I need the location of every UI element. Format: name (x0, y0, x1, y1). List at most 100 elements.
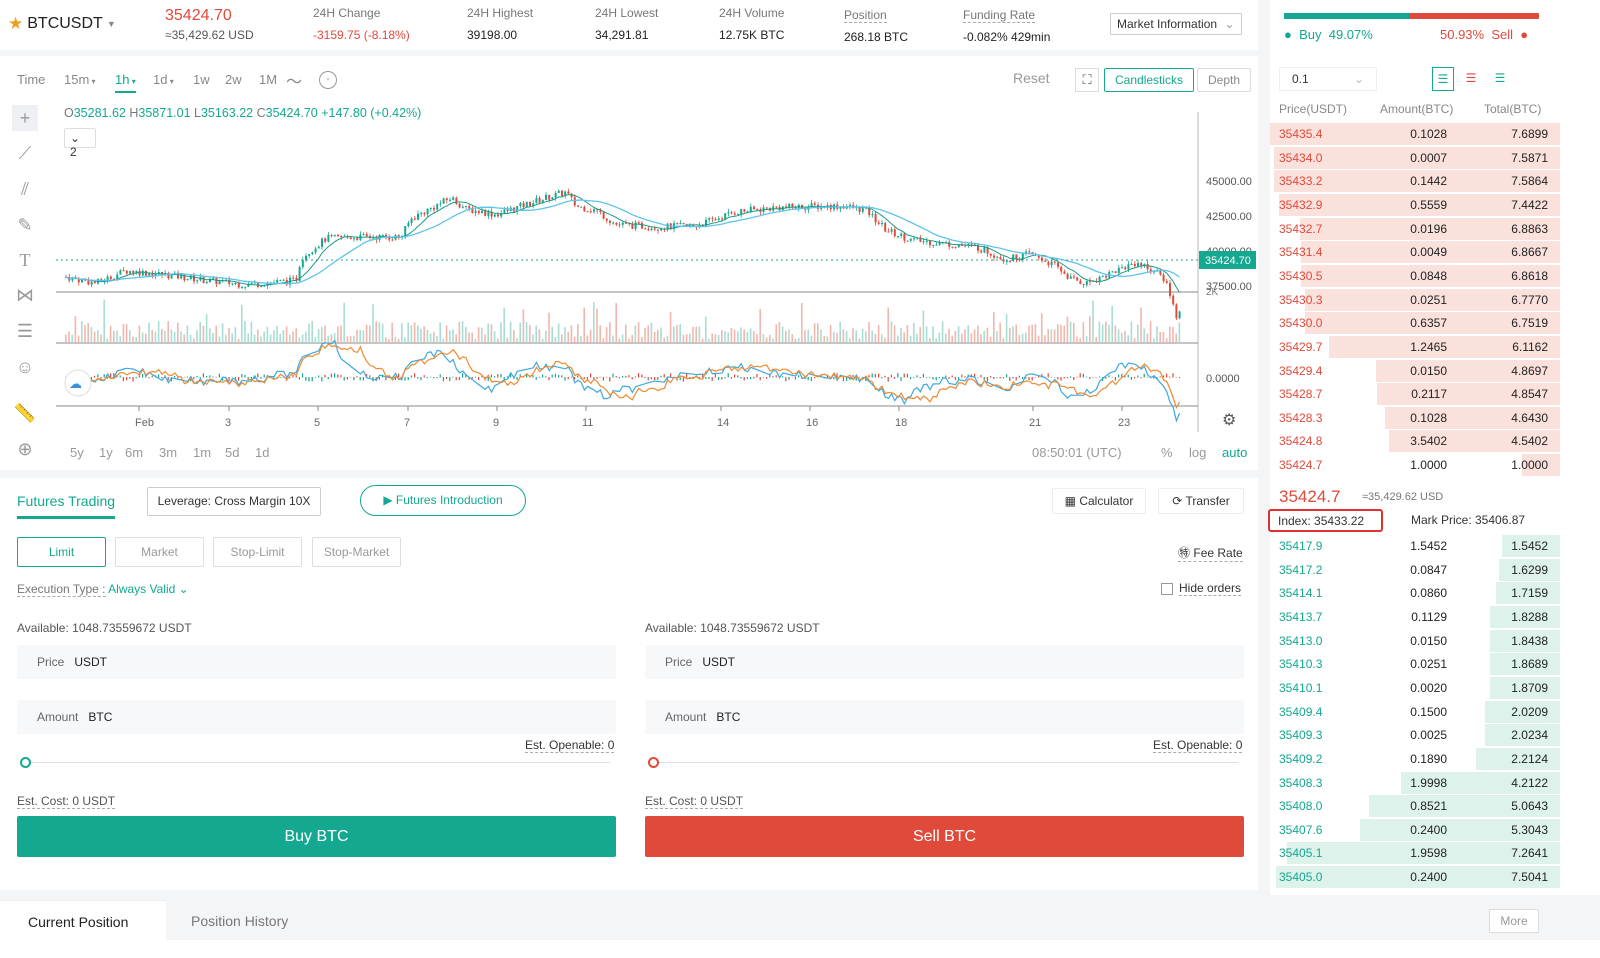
ask-row[interactable]: 35430.5 0.0848 6.8618 (1270, 264, 1560, 288)
futures-trading-tab[interactable]: Futures Trading (17, 493, 116, 519)
brush-icon[interactable]: ✎ (17, 215, 33, 235)
bid-row[interactable]: 35405.1 1.9598 7.2641 (1270, 841, 1560, 865)
tab-current-position[interactable]: Current Position (0, 900, 166, 940)
bid-row[interactable]: 35409.4 0.1500 2.0209 (1270, 700, 1560, 724)
sell-slider-handle[interactable] (648, 757, 659, 768)
line-chart-icon[interactable]: 〜 (286, 74, 303, 91)
zoom-in-icon[interactable]: ⊕ (17, 439, 33, 459)
transfer-button[interactable]: ⟳ Transfer (1158, 488, 1244, 514)
buy-slider-track[interactable] (25, 762, 610, 763)
bid-row[interactable]: 35409.2 0.1890 2.2124 (1270, 747, 1560, 771)
log-toggle[interactable]: log (1189, 445, 1207, 460)
ruler-icon[interactable]: 📏 (13, 403, 37, 423)
more-button[interactable]: More (1489, 909, 1539, 933)
sell-amount-input[interactable]: Amount BTC (645, 700, 1244, 734)
order-type-limit[interactable]: Limit (17, 537, 106, 567)
range-3m[interactable]: 3m (159, 445, 178, 460)
ask-row[interactable]: 35424.7 1.0000 1.0000 (1270, 453, 1560, 477)
bid-row[interactable]: 35408.0 0.8521 5.0643 (1270, 794, 1560, 818)
timeframe-1h[interactable]: 1h ▾ (115, 72, 136, 93)
bid-row[interactable]: 35407.6 0.2400 5.3043 (1270, 818, 1560, 842)
market-information-dropdown[interactable]: Market Information ⌄ (1110, 13, 1242, 35)
checkbox[interactable] (1161, 582, 1173, 595)
sell-btc-button[interactable]: Sell BTC (645, 816, 1244, 857)
crosshair-icon[interactable]: + (12, 105, 38, 131)
leverage-button[interactable]: Leverage: Cross Margin 10X (147, 487, 321, 516)
futures-intro-button[interactable]: ▶ Futures Introduction (360, 485, 526, 516)
order-type-market[interactable]: Market (115, 537, 204, 567)
buy-btc-button[interactable]: Buy BTC (17, 816, 616, 857)
fib-icon[interactable]: ⫽ (20, 179, 30, 199)
bid-row[interactable]: 35410.1 0.0020 1.8709 (1270, 676, 1560, 700)
book-asks-view-icon[interactable]: ☰ (1465, 71, 1477, 85)
timeframe-2w[interactable]: 2w (225, 72, 242, 87)
volume-bar (468, 332, 470, 343)
range-5y[interactable]: 5y (70, 445, 84, 460)
calculator-button[interactable]: ▦ Calculator (1052, 488, 1146, 514)
indicator-toggle[interactable]: ⌄ 2 (64, 128, 96, 159)
star-icon[interactable]: ★ (8, 14, 24, 33)
ask-row[interactable]: 35424.8 3.5402 4.5402 (1270, 429, 1560, 453)
measure-icon[interactable]: ☰ (16, 321, 34, 341)
bid-row[interactable]: 35417.9 1.5452 1.5452 (1270, 534, 1560, 558)
order-type-stop-limit[interactable]: Stop-Limit (213, 537, 302, 567)
percent-toggle[interactable]: % (1161, 445, 1173, 460)
timeframe-1w[interactable]: 1w (193, 72, 210, 87)
depth-tab[interactable]: Depth (1197, 68, 1252, 92)
range-6m[interactable]: 6m (125, 445, 144, 460)
stat-label-funding[interactable]: Funding Rate (963, 8, 1036, 23)
bid-row[interactable]: 35409.3 0.0025 2.0234 (1270, 723, 1560, 747)
bid-row[interactable]: 35417.2 0.0847 1.6299 (1270, 558, 1560, 582)
bid-row[interactable]: 35413.0 0.0150 1.8438 (1270, 629, 1560, 653)
bid-row[interactable]: 35410.3 0.0251 1.8689 (1270, 652, 1560, 676)
order-type-stop-market[interactable]: Stop-Market (312, 537, 401, 567)
hide-orders-toggle[interactable]: Hide orders (1161, 581, 1242, 596)
ask-row[interactable]: 35435.4 0.1028 7.6899 (1270, 122, 1560, 146)
reset-button[interactable]: Reset (1013, 70, 1050, 86)
range-1m[interactable]: 1m (193, 445, 212, 460)
bid-row[interactable]: 35408.3 1.9998 4.2122 (1270, 771, 1560, 795)
book-both-view-icon[interactable]: ☰ (1432, 67, 1454, 91)
tab-position-history[interactable]: Position History (166, 900, 1600, 940)
price-chart[interactable]: 45000.0042500.0040000.0037500.0035424.70… (56, 112, 1256, 432)
indicators-icon[interactable]: ◦ (319, 71, 337, 89)
ask-row[interactable]: 35432.7 0.0196 6.8863 (1270, 217, 1560, 241)
auto-toggle[interactable]: auto (1222, 445, 1248, 460)
buy-slider-handle[interactable] (20, 757, 31, 768)
ask-row[interactable]: 35432.9 0.5559 7.4422 (1270, 193, 1560, 217)
precision-select[interactable]: 0.1 ⌄ (1279, 67, 1377, 91)
fee-rate-link[interactable]: ㊕ Fee Rate (1178, 544, 1243, 562)
timeframe-1M[interactable]: 1M (259, 72, 278, 87)
range-5d[interactable]: 5d (225, 445, 240, 460)
symbol-selector[interactable]: ★ BTCUSDT ▼ (8, 14, 116, 34)
execution-type[interactable]: Execution Type : Always Valid ⌄ (17, 582, 189, 597)
book-bids-view-icon[interactable]: ☰ (1494, 71, 1506, 85)
bid-row[interactable]: 35405.0 0.2400 7.5041 (1270, 865, 1560, 889)
timeframe-15m[interactable]: 15m ▾ (64, 72, 96, 87)
bid-row[interactable]: 35414.1 0.0860 1.7159 (1270, 581, 1560, 605)
ask-row[interactable]: 35428.7 0.2117 4.8547 (1270, 382, 1560, 406)
ask-row[interactable]: 35434.0 0.0007 7.5871 (1270, 146, 1560, 170)
range-1d[interactable]: 1d (255, 445, 270, 460)
ask-row[interactable]: 35431.4 0.0049 6.8667 (1270, 240, 1560, 264)
ask-row[interactable]: 35433.2 0.1442 7.5864 (1270, 169, 1560, 193)
fullscreen-icon[interactable]: ⛶ (1075, 68, 1099, 92)
stat-label-position[interactable]: Position (844, 8, 887, 23)
sell-slider-track[interactable] (653, 762, 1238, 763)
pattern-icon[interactable]: ⋈ (16, 285, 34, 305)
ask-row[interactable]: 35430.0 0.6357 6.7519 (1270, 311, 1560, 335)
buy-price-input[interactable]: Price USDT (17, 645, 616, 679)
emoji-icon[interactable]: ☺ (15, 357, 35, 377)
range-1y[interactable]: 1y (99, 445, 113, 460)
ask-row[interactable]: 35428.3 0.1028 4.6430 (1270, 406, 1560, 430)
candlesticks-tab[interactable]: Candlesticks (1104, 68, 1195, 92)
text-tool-icon[interactable]: T (19, 250, 31, 270)
trend-line-icon[interactable]: ⟋ (18, 143, 32, 163)
buy-amount-input[interactable]: Amount BTC (17, 700, 616, 734)
timeframe-1d[interactable]: 1d ▾ (153, 72, 174, 87)
ask-row[interactable]: 35429.4 0.0150 4.8697 (1270, 359, 1560, 383)
ask-row[interactable]: 35430.3 0.0251 6.7770 (1270, 288, 1560, 312)
ask-row[interactable]: 35429.7 1.2465 6.1162 (1270, 335, 1560, 359)
sell-price-input[interactable]: Price USDT (645, 645, 1244, 679)
bid-row[interactable]: 35413.7 0.1129 1.8288 (1270, 605, 1560, 629)
